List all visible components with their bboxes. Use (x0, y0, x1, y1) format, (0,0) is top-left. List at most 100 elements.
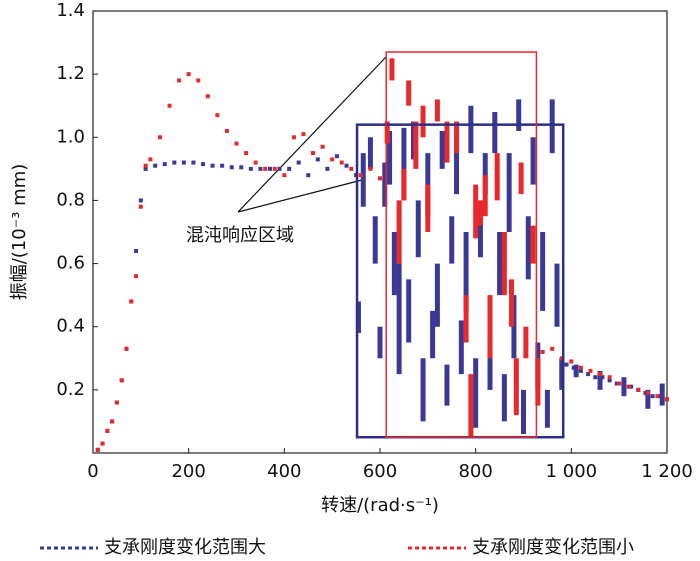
point (191, 160, 196, 165)
point (134, 248, 139, 253)
point (134, 274, 139, 279)
point (162, 162, 167, 167)
point (657, 394, 662, 399)
x-tick-label: 0 (87, 461, 98, 482)
y-tick-label: 0.2 (56, 379, 85, 400)
point (95, 447, 100, 452)
point (263, 166, 268, 171)
point (124, 346, 129, 351)
point (598, 372, 603, 377)
point (282, 173, 287, 178)
point (267, 166, 272, 171)
point (105, 428, 110, 433)
y-axis-label: 振幅/(10⁻³ mm) (9, 164, 30, 301)
point (287, 166, 292, 171)
point (224, 128, 229, 133)
point (114, 400, 119, 405)
x-tick-label: 200 (171, 461, 205, 482)
point (559, 356, 564, 361)
point (569, 359, 574, 364)
annotation-arrow (237, 179, 363, 213)
y-tick-label: 0.6 (56, 253, 85, 274)
point (655, 394, 660, 399)
point (215, 113, 220, 118)
point (196, 78, 201, 83)
point (301, 132, 306, 137)
point (571, 365, 576, 370)
point (157, 135, 162, 140)
point (578, 368, 583, 373)
point (629, 384, 634, 389)
point (586, 372, 591, 377)
point (119, 378, 124, 383)
point (210, 163, 215, 168)
point (645, 391, 650, 396)
point (607, 375, 612, 380)
point (320, 144, 325, 149)
point (277, 166, 282, 171)
point (143, 166, 148, 171)
point (234, 141, 239, 146)
point (177, 78, 182, 83)
point (311, 151, 316, 156)
point (239, 165, 244, 170)
point (315, 157, 320, 162)
point (344, 163, 349, 168)
point (229, 165, 234, 170)
point (138, 198, 143, 203)
point (220, 163, 225, 168)
point (253, 160, 258, 165)
point (636, 387, 641, 392)
y-tick-label: 0.8 (56, 189, 85, 210)
point (339, 160, 344, 165)
point (172, 160, 177, 165)
point (181, 160, 186, 165)
point (600, 375, 605, 380)
point (306, 173, 311, 178)
point (540, 349, 545, 354)
point (186, 72, 191, 77)
point (296, 160, 301, 165)
point (617, 381, 622, 386)
point (100, 441, 105, 446)
legend-label: 支承刚度变化范围大 (104, 537, 266, 558)
point (614, 381, 619, 386)
point (129, 299, 134, 304)
y-tick-label: 1.2 (56, 63, 85, 84)
point (272, 166, 277, 171)
point (153, 163, 158, 168)
point (378, 176, 382, 181)
point (665, 397, 669, 402)
x-tick-label: 400 (267, 461, 301, 482)
point (143, 163, 148, 168)
x-tick-label: 600 (363, 461, 397, 482)
plot-frame (92, 10, 668, 454)
point (650, 394, 655, 399)
point (167, 103, 172, 108)
annotation: 混沌响应区域 (186, 225, 294, 246)
point (205, 94, 210, 99)
point (291, 135, 296, 140)
legend-label: 支承刚度变化范围小 (472, 537, 634, 558)
region-box (385, 51, 538, 438)
point (201, 162, 206, 167)
point (330, 157, 335, 162)
point (643, 391, 648, 396)
x-axis-label: 转速/(rad·s⁻¹) (321, 495, 439, 516)
point (626, 384, 631, 389)
y-tick-label: 0.4 (56, 316, 85, 337)
point (148, 157, 153, 162)
x-tick-label: 1 000 (546, 461, 598, 482)
point (593, 375, 598, 380)
point (244, 151, 249, 156)
point (588, 368, 593, 373)
point (138, 204, 143, 209)
point (334, 154, 339, 159)
point (621, 381, 626, 386)
point (368, 166, 373, 171)
point (550, 346, 555, 351)
x-tick-label: 800 (458, 461, 492, 482)
point (258, 166, 263, 171)
point (358, 173, 363, 178)
